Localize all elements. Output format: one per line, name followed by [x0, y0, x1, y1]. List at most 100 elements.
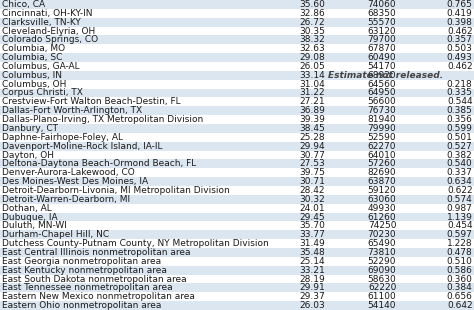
Text: Dutchess County-Putnam County, NY Metropolitan Division: Dutchess County-Putnam County, NY Metrop… [2, 239, 269, 248]
Text: 0.398: 0.398 [447, 18, 473, 27]
Text: 1.228: 1.228 [447, 239, 473, 248]
Text: 64010: 64010 [368, 150, 396, 160]
Bar [0, 151, 474, 159]
Text: 25.14: 25.14 [300, 257, 325, 266]
Bar [0, 124, 474, 133]
Bar [0, 97, 474, 106]
Bar [0, 168, 474, 177]
Text: 30.77: 30.77 [299, 150, 325, 160]
Text: 24.01: 24.01 [300, 204, 325, 213]
Text: 74060: 74060 [368, 0, 396, 9]
Text: 29.94: 29.94 [300, 142, 325, 151]
Text: 0.622: 0.622 [447, 186, 473, 195]
Text: 0.642: 0.642 [447, 301, 473, 310]
Bar [0, 35, 474, 44]
Text: 65490: 65490 [368, 239, 396, 248]
Text: 0.527: 0.527 [447, 142, 473, 151]
Text: 30.71: 30.71 [299, 177, 325, 186]
Text: 0.419: 0.419 [447, 9, 473, 18]
Text: 0.382: 0.382 [447, 150, 473, 160]
Text: 33.77: 33.77 [299, 230, 325, 239]
Text: 30.32: 30.32 [300, 195, 325, 204]
Text: 0.599: 0.599 [447, 124, 473, 133]
Text: 39.75: 39.75 [299, 168, 325, 177]
Text: 62270: 62270 [368, 142, 396, 151]
Text: 64560: 64560 [368, 80, 396, 89]
Text: 0.597: 0.597 [447, 230, 473, 239]
Bar [0, 80, 474, 89]
Bar [0, 27, 474, 35]
Text: Columbia, MO: Columbia, MO [2, 44, 65, 53]
Text: 55570: 55570 [367, 18, 396, 27]
Bar [0, 204, 474, 213]
Bar [0, 195, 474, 204]
Bar [0, 266, 474, 275]
Text: Estimate not released.: Estimate not released. [328, 71, 443, 80]
Text: 38.32: 38.32 [300, 35, 325, 44]
Text: 0.360: 0.360 [447, 274, 473, 284]
Text: 0.385: 0.385 [447, 106, 473, 115]
Bar [0, 186, 474, 195]
Text: Columbus, OH: Columbus, OH [2, 80, 66, 89]
Text: Durham-Chapel Hill, NC: Durham-Chapel Hill, NC [2, 230, 109, 239]
Text: 82690: 82690 [368, 168, 396, 177]
Text: 68920: 68920 [368, 71, 396, 80]
Text: 74250: 74250 [368, 221, 396, 230]
Text: 56600: 56600 [367, 97, 396, 106]
Text: 29.45: 29.45 [300, 212, 325, 222]
Text: East Kentucky nonmetropolitan area: East Kentucky nonmetropolitan area [2, 266, 167, 275]
Text: 0.357: 0.357 [447, 35, 473, 44]
Bar [0, 115, 474, 124]
Bar [0, 221, 474, 230]
Text: 31.49: 31.49 [300, 239, 325, 248]
Text: 63870: 63870 [367, 177, 396, 186]
Bar [0, 53, 474, 62]
Text: 25.28: 25.28 [300, 133, 325, 142]
Bar [0, 177, 474, 186]
Text: 62220: 62220 [368, 283, 396, 292]
Bar [0, 71, 474, 80]
Text: 0.478: 0.478 [447, 248, 473, 257]
Text: 36.89: 36.89 [299, 106, 325, 115]
Text: East Tennessee nonmetropolitan area: East Tennessee nonmetropolitan area [2, 283, 173, 292]
Text: 57260: 57260 [368, 159, 396, 168]
Bar [0, 301, 474, 310]
Bar [0, 89, 474, 97]
Text: 76730: 76730 [367, 106, 396, 115]
Text: 54140: 54140 [368, 301, 396, 310]
Text: 31.22: 31.22 [300, 88, 325, 98]
Bar [0, 292, 474, 301]
Text: East Central Illinois nonmetropolitan area: East Central Illinois nonmetropolitan ar… [2, 248, 191, 257]
Text: Chico, CA: Chico, CA [2, 0, 45, 9]
Text: 79990: 79990 [367, 124, 396, 133]
Text: Danbury, CT: Danbury, CT [2, 124, 58, 133]
Text: 0.337: 0.337 [447, 168, 473, 177]
Text: Detroit-Dearborn-Livonia, MI Metropolitan Division: Detroit-Dearborn-Livonia, MI Metropolita… [2, 186, 229, 195]
Text: 0.544: 0.544 [447, 97, 473, 106]
Text: 59120: 59120 [368, 186, 396, 195]
Text: 39.39: 39.39 [299, 115, 325, 124]
Text: 49930: 49930 [368, 204, 396, 213]
Text: 0.574: 0.574 [447, 195, 473, 204]
Bar [0, 106, 474, 115]
Text: 67870: 67870 [367, 44, 396, 53]
Text: 29.08: 29.08 [300, 53, 325, 62]
Text: Dothan, AL: Dothan, AL [2, 204, 52, 213]
Text: 32.86: 32.86 [300, 9, 325, 18]
Bar [0, 257, 474, 266]
Text: 63120: 63120 [368, 26, 396, 36]
Text: Colorado Springs, CO: Colorado Springs, CO [2, 35, 98, 44]
Bar [0, 44, 474, 53]
Text: Deltona-Daytona Beach-Ormond Beach, FL: Deltona-Daytona Beach-Ormond Beach, FL [2, 159, 196, 168]
Text: 31.04: 31.04 [300, 80, 325, 89]
Text: 35.60: 35.60 [299, 0, 325, 9]
Text: 27.21: 27.21 [300, 97, 325, 106]
Text: 26.03: 26.03 [300, 301, 325, 310]
Text: 0.586: 0.586 [447, 266, 473, 275]
Text: 81940: 81940 [368, 115, 396, 124]
Bar [0, 275, 474, 283]
Text: 38.45: 38.45 [300, 124, 325, 133]
Text: 33.21: 33.21 [300, 266, 325, 275]
Text: 0.356: 0.356 [447, 115, 473, 124]
Bar [0, 239, 474, 248]
